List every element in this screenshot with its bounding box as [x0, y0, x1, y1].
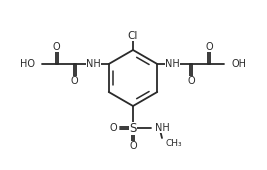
Text: OH: OH	[231, 59, 246, 69]
Text: NH: NH	[165, 59, 180, 69]
Text: O: O	[187, 76, 195, 86]
Text: O: O	[129, 141, 137, 151]
Text: NH: NH	[87, 59, 101, 69]
Text: O: O	[205, 42, 213, 52]
Text: NH: NH	[155, 123, 170, 133]
Text: O: O	[71, 76, 78, 86]
Text: CH₃: CH₃	[166, 139, 183, 148]
Text: O: O	[53, 42, 61, 52]
Text: O: O	[109, 123, 117, 133]
Text: HO: HO	[20, 59, 35, 69]
Text: S: S	[129, 122, 137, 134]
Text: Cl: Cl	[128, 31, 138, 41]
